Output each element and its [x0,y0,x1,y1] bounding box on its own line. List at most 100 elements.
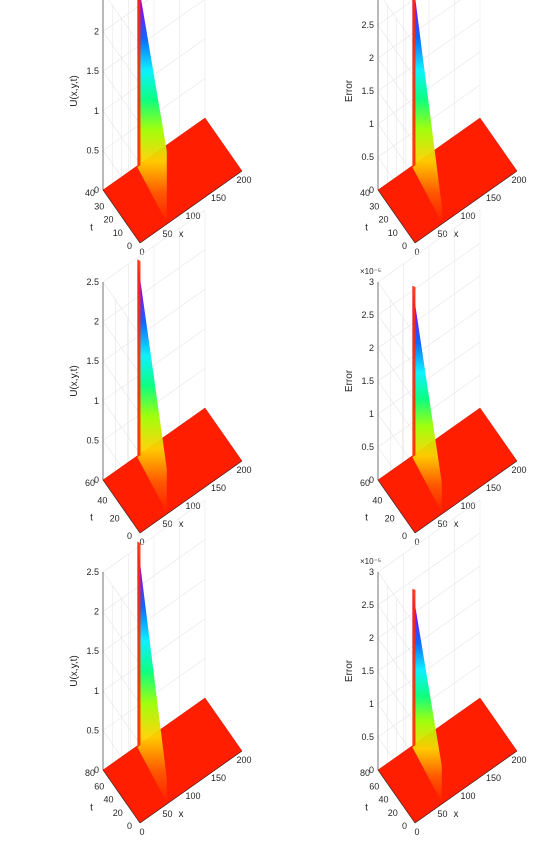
chart-panel-3: 050100150200020406000.511.522.5xtU(x,y,t… [69,209,252,547]
chart-panel-5: 05010015020002040608000.511.522.5xtU(x,y… [69,499,252,837]
z-tick-label: 0.5 [361,732,374,742]
surface-ridge [137,541,167,803]
t-tick-label: 40 [372,496,382,506]
x-tick-label: 150 [211,193,226,203]
z-axis-label: U(x,y,t) [69,365,80,396]
x-tick-label: 0 [414,537,419,547]
x-tick-label: 0 [139,537,144,547]
x-tick-label: 50 [437,519,447,529]
surface-ridge [137,259,167,513]
z-tick-label: 0 [94,765,99,775]
t-axis-line [102,189,141,244]
surface-ridge-side [137,541,141,748]
t-tick-label: 20 [385,513,395,523]
surface-ridge [412,0,442,223]
z-tick-label: 1.5 [86,66,99,76]
t-tick-label: 0 [402,241,407,251]
surface-base [377,697,518,824]
t-axis-line [377,769,416,824]
t-tick-label: 20 [378,215,388,225]
grid-line [383,0,416,46]
z-tick-label: 1.5 [361,86,374,96]
z-tick-label: 1.5 [86,356,99,366]
x-axis-label: x [179,809,184,820]
z-axis-label: Error [344,369,355,392]
x-tick-label: 50 [162,809,172,819]
t-axis-line [377,189,416,244]
z-tick-label: 0.5 [86,145,99,155]
t-tick-label: 40 [360,188,370,198]
surface-ridge-side [137,0,141,168]
t-tick-label: 40 [85,188,95,198]
z-tick-label: 1 [369,119,374,129]
x-tick-label: 0 [139,827,144,837]
t-tick-label: 0 [127,821,132,831]
z-tick-label: 3 [369,277,374,287]
surface-ridge-side [412,0,416,168]
surface-base [377,407,518,534]
t-axis-line [377,479,416,534]
x-tick-label: 100 [460,211,475,221]
surface-ridge-side [412,588,416,748]
z-tick-label: 0.5 [86,725,99,735]
t-axis-label: t [90,513,93,524]
x-axis-line [414,170,518,244]
z-tick-label: 1 [369,409,374,419]
x-tick-label: 0 [139,247,144,257]
x-axis-label: x [454,229,459,240]
x-tick-label: 200 [236,175,251,185]
t-tick-label: 30 [94,201,104,211]
t-axis-line [102,479,141,534]
x-axis-label: x [454,809,459,820]
x-tick-label: 50 [162,229,172,239]
t-tick-label: 30 [369,201,379,211]
t-tick-label: 10 [388,228,398,238]
z-axis-label: U(x,y,t) [69,655,80,686]
z-axis-label: Error [344,79,355,102]
surface-ridge [412,588,442,803]
x-axis-line [139,170,243,244]
z-tick-label: 2 [369,53,374,63]
x-tick-label: 150 [211,483,226,493]
z-tick-label: 1 [94,396,99,406]
z-tick-label: 2.5 [361,310,374,320]
z-tick-label: 2 [369,633,374,643]
x-axis-line [414,460,518,534]
x-axis-line [414,750,518,824]
x-tick-label: 200 [511,175,526,185]
x-axis-label: x [179,229,184,240]
t-tick-label: 80 [85,768,95,778]
x-tick-label: 100 [460,501,475,511]
z-axis-label: Error [344,659,355,682]
z-tick-label: 0.5 [361,152,374,162]
z-tick-label: 1.5 [361,666,374,676]
t-tick-label: 10 [113,228,123,238]
x-tick-label: 50 [437,229,447,239]
surface-base [102,697,243,824]
z-tick-label: 2 [94,317,99,327]
t-tick-label: 20 [113,808,123,818]
x-tick-label: 200 [236,465,251,475]
z-tick-label: 0 [369,475,374,485]
surface-ridge-side [412,285,416,458]
z-exponent-label: ×10⁻⁵ [360,267,381,276]
t-axis-label: t [90,803,93,814]
z-axis-label: U(x,y,t) [69,75,80,106]
surface-ridge-side [137,259,141,458]
x-axis-label: x [454,519,459,530]
x-tick-label: 50 [437,809,447,819]
x-tick-label: 50 [162,519,172,529]
x-tick-label: 100 [185,791,200,801]
z-tick-label: 0.5 [361,442,374,452]
z-tick-label: 2.5 [86,567,99,577]
x-tick-label: 100 [185,501,200,511]
x-tick-label: 200 [511,755,526,765]
x-axis-line [139,750,243,824]
x-tick-label: 0 [414,247,419,257]
t-tick-label: 20 [103,215,113,225]
z-tick-label: 1 [369,699,374,709]
t-tick-label: 40 [103,795,113,805]
x-axis-line [139,460,243,534]
z-tick-label: 2 [94,27,99,37]
z-tick-label: 3 [369,567,374,577]
